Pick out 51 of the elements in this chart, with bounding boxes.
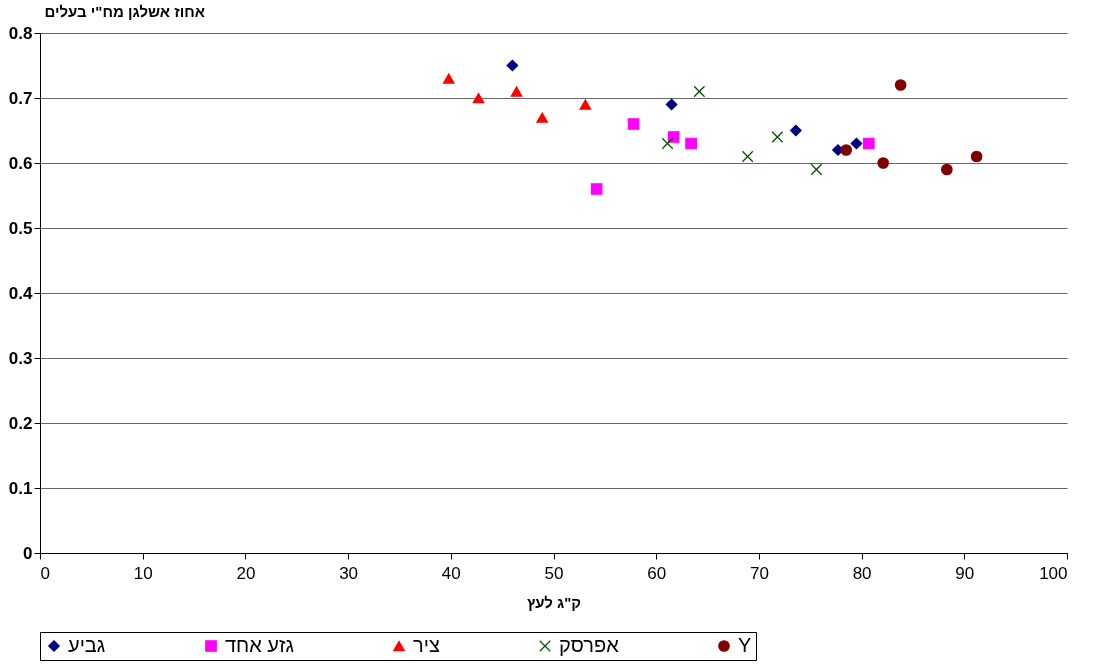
point: [510, 86, 523, 97]
point: [970, 150, 983, 163]
y-axis-title: אחוז אשלגן מח"י בעלים: [44, 2, 205, 20]
y-tick-label: 0.1: [8, 478, 33, 498]
x-tick-label: 0: [40, 563, 50, 583]
legend-label: ציר: [413, 634, 440, 656]
y-tick-label: 0.7: [8, 88, 33, 108]
point: [810, 163, 823, 176]
x-axis-title: ק"ג לעץ: [526, 593, 582, 611]
x-tick-label: 100: [1039, 563, 1068, 583]
point: [790, 124, 802, 137]
legend-label: Y: [738, 634, 752, 656]
x-tick-label: 90: [955, 563, 975, 583]
point: [627, 118, 640, 130]
point: [941, 163, 953, 176]
point: [665, 98, 678, 111]
point: [472, 92, 485, 104]
point: [536, 112, 549, 123]
point: [850, 137, 863, 150]
x-tick-label: 40: [441, 563, 461, 583]
x-tick-label: 80: [852, 563, 872, 583]
point: [862, 137, 875, 150]
x-tick-label: 20: [236, 563, 256, 583]
x-tick-label: 30: [339, 563, 359, 583]
point: [693, 85, 706, 98]
point: [442, 73, 455, 84]
y-tick-label: 0.6: [8, 153, 33, 173]
point: [579, 99, 592, 110]
point: [667, 131, 680, 143]
point: [894, 79, 907, 91]
y-tick-label: 0.3: [8, 348, 33, 368]
y-tick-label: 0.4: [8, 283, 34, 303]
y-tick-label: 0.5: [8, 218, 33, 238]
x-tick-label: 10: [133, 563, 153, 583]
x-tick-label: 50: [544, 563, 564, 583]
point: [685, 137, 697, 150]
point: [741, 150, 754, 163]
y-tick-label: 0.2: [8, 413, 33, 433]
point: [506, 59, 519, 72]
point: [840, 144, 853, 156]
legend-label: אפרסק: [559, 634, 620, 656]
x-tick-label: 60: [647, 563, 667, 583]
point: [661, 137, 674, 150]
point: [877, 157, 890, 169]
legend-label: גזע אחד: [225, 634, 294, 656]
y-tick-label: 0: [23, 543, 33, 563]
x-tick-label: 70: [749, 563, 769, 583]
legend-label: גביע: [68, 634, 106, 656]
point: [590, 183, 603, 195]
point: [771, 131, 784, 143]
y-tick-label: 0.8: [8, 23, 33, 43]
